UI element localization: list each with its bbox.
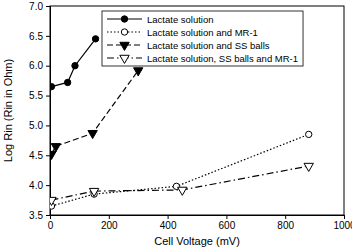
- x-tick-label: 200: [101, 220, 118, 231]
- x-axis: 0 200 400 600 800 1000: [48, 215, 352, 231]
- y-tick-label: 5.0: [29, 120, 43, 131]
- y-tick: 4.5: [29, 150, 50, 161]
- x-tick: 0: [48, 215, 54, 231]
- y-tick-label: 3.5: [29, 210, 43, 221]
- series-line: [51, 134, 308, 206]
- series-marker: [92, 36, 98, 42]
- y-axis-title: Log Rin (Rin in Ohm): [2, 59, 14, 162]
- x-tick: 400: [160, 215, 177, 231]
- series-marker: [306, 131, 312, 137]
- y-axis-line: [46, 7, 51, 216]
- legend-item: Lactate solution and MR-1: [107, 27, 258, 38]
- legend-marker: [120, 55, 129, 63]
- x-tick: 1000: [333, 215, 352, 231]
- legend-marker: [120, 42, 129, 50]
- x-tick-mark: [109, 215, 110, 219]
- legend-marker: [121, 16, 127, 22]
- y-tick-mark: [46, 36, 50, 37]
- y-tick: 5.5: [29, 90, 50, 101]
- y-tick-mark: [46, 66, 50, 67]
- series-marker: [72, 63, 78, 69]
- legend-label: Lactate solution and MR-1: [147, 27, 258, 38]
- legend-item: Lactate solution, SS balls and MR-1: [107, 53, 298, 64]
- y-tick-mark: [46, 185, 50, 186]
- legend: Lactate solution Lactate solution and MR-…: [102, 11, 303, 66]
- legend-label: Lactate solution: [147, 14, 214, 25]
- x-tick-label: 800: [277, 220, 294, 231]
- y-tick: 7.0: [29, 1, 50, 12]
- x-tick: 200: [101, 215, 118, 231]
- y-tick-label: 4.5: [29, 150, 43, 161]
- y-tick: 5.0: [29, 120, 50, 131]
- x-axis-line: [51, 216, 345, 220]
- series-line: [51, 166, 308, 200]
- x-tick-mark: [344, 215, 345, 219]
- series-marker: [178, 187, 187, 195]
- legend-marker: [121, 29, 127, 35]
- y-axis: 3.5 4.0 4.5 5.0 5.5 6.0 6.5 7.0: [29, 1, 50, 221]
- y-tick: 4.0: [29, 180, 50, 191]
- x-tick-label: 400: [160, 220, 177, 231]
- series-marker: [134, 68, 143, 76]
- x-tick: 800: [277, 215, 294, 231]
- series-line: [51, 70, 138, 154]
- series-marker: [64, 79, 70, 85]
- series-marker: [304, 163, 313, 171]
- x-axis-title: Cell Voltage (mV): [154, 235, 240, 247]
- y-tick: 6.0: [29, 60, 50, 71]
- x-tick-label: 600: [219, 220, 236, 231]
- series-marker: [51, 144, 60, 152]
- y-tick-mark: [46, 6, 50, 7]
- y-tick-mark: [46, 96, 50, 97]
- data-layer: [50, 36, 313, 210]
- y-tick-label: 7.0: [29, 1, 43, 12]
- chart: 0 200 400 600 800 1000 3.5 4.0 4.5 5.0 5.5 6.0 6.5 7.…: [0, 0, 352, 251]
- plot-frame: [50, 6, 344, 215]
- legend-item: Lactate solution and SS balls: [107, 40, 270, 51]
- legend-label: Lactate solution and SS balls: [147, 40, 270, 51]
- y-tick: 3.5: [29, 210, 50, 221]
- series-marker: [50, 83, 55, 89]
- y-tick-mark: [46, 125, 50, 126]
- legend-box: [102, 11, 303, 66]
- series-marker: [89, 188, 98, 196]
- y-tick-mark: [46, 215, 50, 216]
- x-tick-label: 1000: [333, 220, 352, 231]
- x-tick-label: 0: [48, 220, 54, 231]
- series-marker: [50, 151, 56, 159]
- series-line: [51, 39, 95, 87]
- y-tick-mark: [46, 155, 50, 156]
- x-tick-mark: [168, 215, 169, 219]
- plot: 0 200 400 600 800 1000 3.5 4.0 4.5 5.0 5.5 6.0 6.5 7.…: [29, 1, 352, 231]
- x-tick-mark: [226, 215, 227, 219]
- x-tick: 600: [219, 215, 236, 231]
- y-tick: 6.5: [29, 31, 50, 42]
- legend-item: Lactate solution: [107, 14, 214, 25]
- y-tick-label: 5.5: [29, 90, 43, 101]
- y-tick-label: 4.0: [29, 180, 43, 191]
- x-tick-mark: [285, 215, 286, 219]
- legend-label: Lactate solution, SS balls and MR-1: [147, 53, 298, 64]
- series-marker: [88, 130, 97, 138]
- y-tick-label: 6.5: [29, 31, 43, 42]
- series-marker: [50, 197, 56, 205]
- y-tick-label: 6.0: [29, 60, 43, 71]
